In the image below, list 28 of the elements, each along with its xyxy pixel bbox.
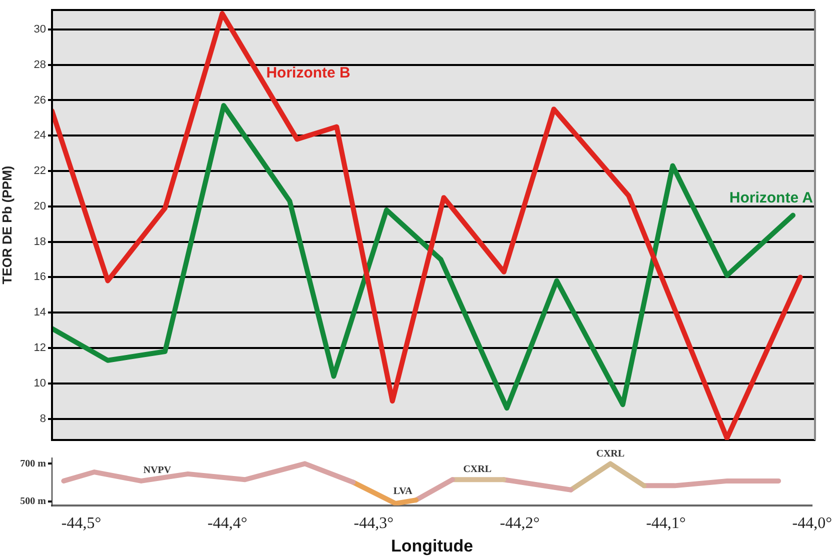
y-tick-label: 22	[34, 165, 46, 178]
x-tick-label: -44,4°	[208, 515, 248, 532]
y-tick-label: 26	[34, 94, 46, 106]
x-tick-label: -44,3°	[354, 515, 394, 532]
y-tick-label: 8	[40, 412, 46, 425]
annotation: CXRL	[596, 448, 625, 460]
x-tick-label: -44,0°	[792, 515, 832, 532]
y-tick-label: 700 m	[20, 458, 47, 470]
y-tick-label: 10	[34, 377, 46, 390]
y-tick-label: 12	[34, 342, 46, 354]
y-tick-label: 500 m	[20, 496, 47, 508]
x-tick-label: -44,2°	[500, 515, 540, 532]
x-tick-label: -44,5°	[61, 515, 102, 532]
y-tick-label: 28	[34, 58, 46, 71]
annotation: NVPV	[143, 464, 172, 476]
annotation: LVA	[393, 486, 414, 498]
y-axis-title: TEOR DE Pb (PPM)	[0, 166, 14, 284]
x-axis-title: Longitude	[390, 536, 474, 556]
y-tick-label: 14	[34, 306, 46, 319]
series-label: Horizonte B	[266, 64, 351, 82]
y-tick-label: 16	[34, 271, 46, 284]
y-tick-label: 20	[34, 200, 46, 212]
y-tick-label: 30	[34, 23, 46, 36]
y-tick-label: 24	[34, 130, 46, 142]
y-tick-label: 18	[34, 236, 46, 248]
series-label: Horizonte A	[729, 189, 814, 206]
annotation: CXRL	[463, 464, 492, 476]
x-tick-label: -44,1°	[646, 515, 686, 532]
